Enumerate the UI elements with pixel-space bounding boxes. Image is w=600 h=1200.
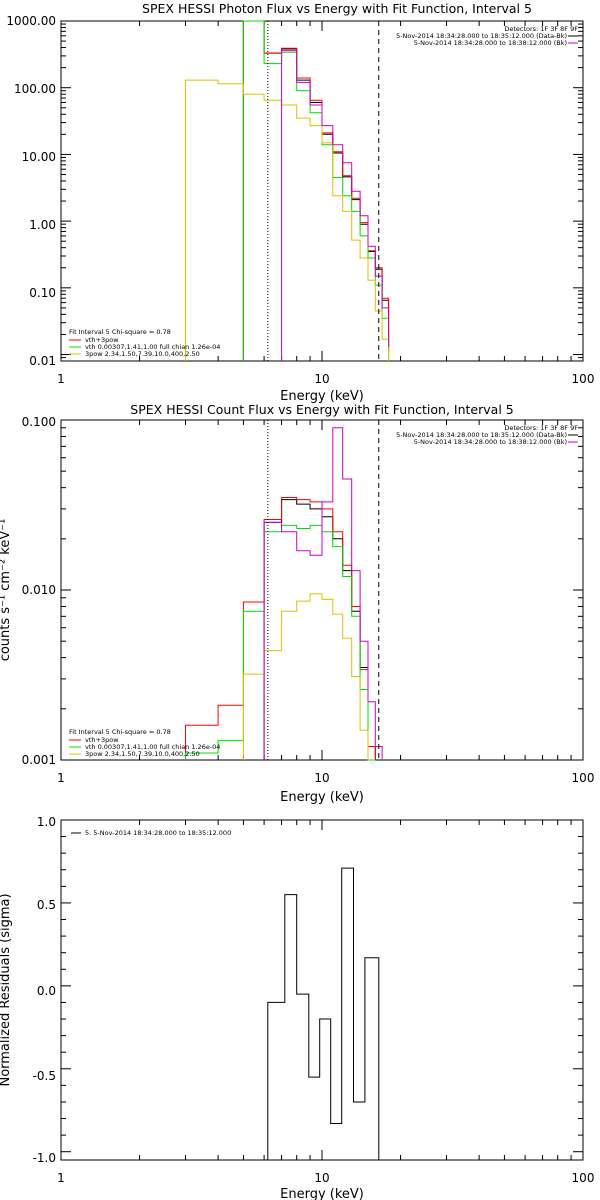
legend-vth3pow: vth+3pow [85,736,119,744]
series-line-vth-3pow [185,497,376,760]
y-tick-label: 0.010 [22,583,56,597]
x-tick-label: 1 [57,1171,65,1185]
legend-bottom: Fit Interval 5 Chi-square = 0.78 vth+3po… [69,328,220,358]
legend-bk-interval: 5-Nov-2014 18:34:28.000 to 18:38:12.000 … [414,438,567,446]
series-line-bk [281,50,390,361]
legend-top: Detectors: 1F 3F 8F 9F 5-Nov-2014 18:34:… [396,424,578,446]
series-line-5-5-nov-2014-18-34-28-000-to-18-35-12-000 [267,867,380,1160]
legend-detectors: Detectors: 1F 3F 8F 9F [504,25,578,33]
y-tick-label: 1000.00 [6,14,56,28]
plot-frame [60,20,584,362]
series-group [267,867,380,1160]
photon-flux-panel: SPEX HESSI Photon Flux vs Energy with Fi… [6,1,594,404]
x-tick-label: 100 [572,372,595,386]
x-tick-label: 10 [314,372,329,386]
series-line-3pow [242,593,369,760]
axis-ticks [60,20,584,362]
series-line-vth-3pow [242,20,390,361]
legend-vth3pow: vth+3pow [85,336,119,344]
chart-title: SPEX HESSI Count Flux vs Energy with Fit… [130,402,513,417]
x-axis-label: Energy (keV) [280,1187,364,1200]
y-tick-label: 0.0 [37,984,56,998]
y-tick-label: 1.0 [37,815,56,829]
y-tick-label: 100.00 [14,82,56,96]
series-line-vth [242,20,390,361]
legend-vth: vth 0.00307,1.41,1.00 full chian 1.26e-0… [85,743,220,751]
series-group [185,427,383,761]
legend-fit-interval: Fit Interval 5 Chi-square = 0.78 [69,728,171,736]
legend-data-interval: 5-Nov-2014 18:34:28.000 to 18:35:12.000 … [396,431,567,439]
legend-vth: vth 0.00307,1.41,1.00 full chian 1.26e-0… [85,343,220,351]
x-tick-label: 1 [57,771,65,785]
count-flux-panel: SPEX HESSI Count Flux vs Energy with Fit… [0,402,594,805]
x-tick-label: 10 [314,1171,329,1185]
legend-fit-interval: Fit Interval 5 Chi-square = 0.78 [69,328,171,336]
legend-3pow: 3pow 2.34,1.50,7.39,10.0,400,2.50 [85,750,200,758]
legend-entry: 5. 5-Nov-2014 18:34:28.000 to 18:35:12.0… [85,829,231,837]
series-line-3pow [185,79,390,361]
axis-ticks [60,419,584,761]
y-tick-label: 0.001 [22,753,56,767]
chart-title: SPEX HESSI Photon Flux vs Energy with Fi… [142,1,532,16]
y-tick-label: -0.5 [33,1069,56,1083]
legend: 5. 5-Nov-2014 18:34:28.000 to 18:35:12.0… [71,829,231,837]
legend-top: Detectors: 1F 3F 8F 9F 5-Nov-2014 18:34:… [396,25,578,47]
plot-frame [60,419,584,761]
x-tick-label: 1 [57,372,65,386]
residuals-panel: 1 10 100 -1.0 -0.5 0.0 0.5 1.0 Energy (k… [0,815,594,1200]
series-group [185,20,390,361]
series-line-data-bk [242,20,390,361]
series-line-data-bk [263,499,376,760]
legend-bk-interval: 5-Nov-2014 18:34:28.000 to 18:38:12.000 … [414,39,567,47]
y-axis-label: Normalized Residuals (sigma) [0,893,13,1086]
y-tick-label: 0.10 [29,286,56,300]
y-tick-label: 10.00 [22,150,56,164]
y-axis-label: counts s⁻¹ cm⁻² keV⁻¹ [0,519,13,662]
legend-bottom: Fit Interval 5 Chi-square = 0.78 vth+3po… [69,728,220,758]
y-tick-label: 0.01 [29,354,56,368]
plot-frame [60,819,584,1161]
legend-3pow: 3pow 2.34,1.50,7.39,10.0,400,2.50 [85,350,200,358]
x-tick-label: 100 [572,1171,595,1185]
x-tick-label: 10 [314,771,329,785]
legend-detectors: Detectors: 1F 3F 8F 9F [504,424,578,432]
x-axis-label: Energy (keV) [280,389,364,404]
y-tick-label: 0.5 [37,898,56,912]
legend-data-interval: 5-Nov-2014 18:34:28.000 to 18:35:12.000 … [396,32,567,40]
series-line-bk [263,427,383,760]
axis-ticks [60,819,584,1160]
x-tick-label: 100 [572,771,595,785]
y-tick-label: 1.00 [29,218,56,232]
x-axis-label: Energy (keV) [280,790,364,805]
marker-lines [267,21,380,361]
y-tick-label: 0.100 [22,415,56,429]
y-tick-label: -1.0 [33,1151,56,1165]
marker-lines [267,420,380,760]
